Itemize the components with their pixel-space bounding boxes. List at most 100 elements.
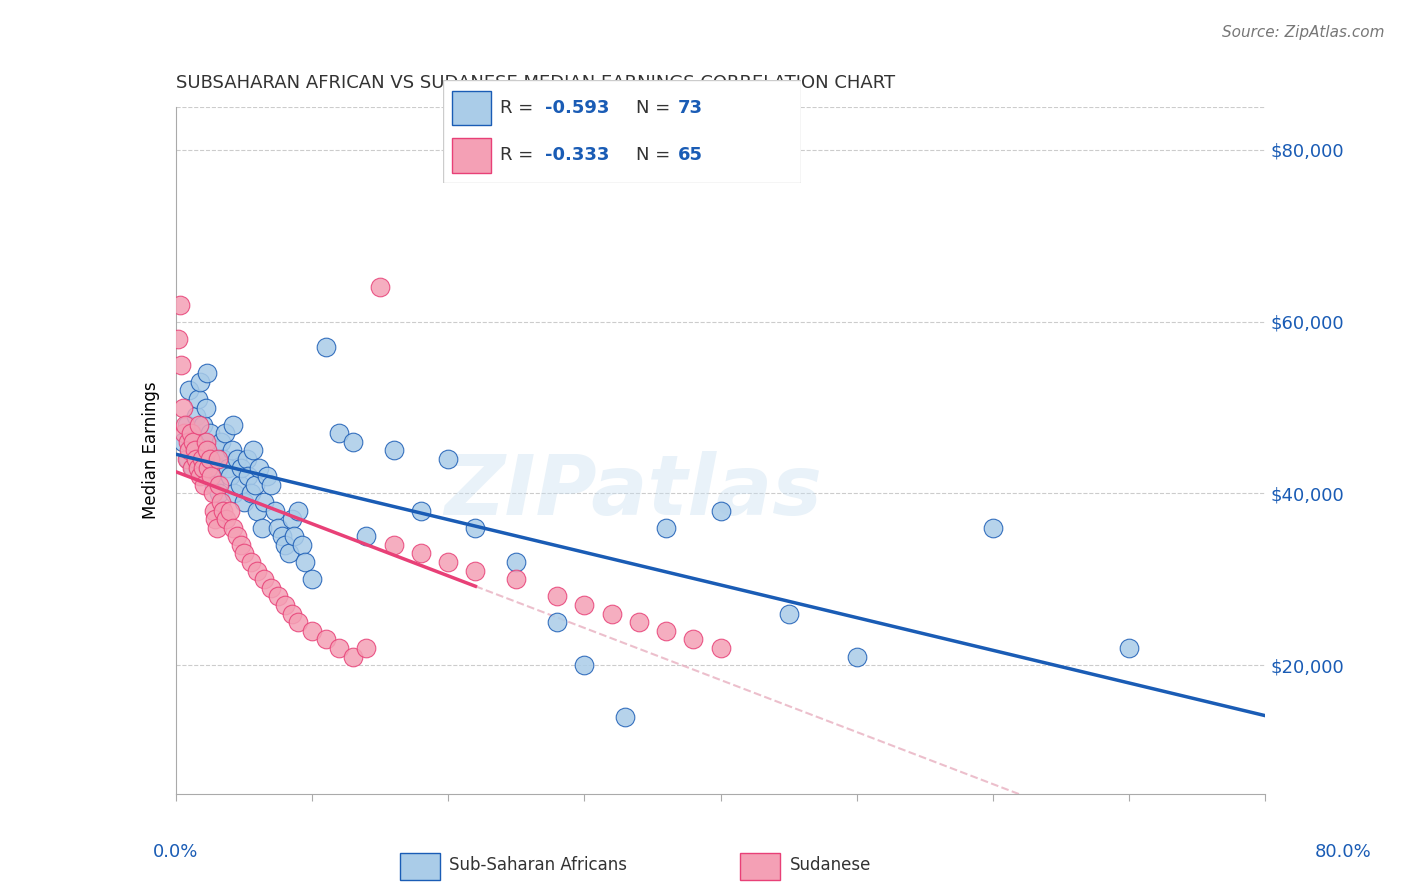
Text: ZIPatlas: ZIPatlas — [444, 451, 823, 533]
Point — [382, 538, 405, 552]
Point — [194, 434, 217, 449]
Point — [250, 521, 273, 535]
Point — [204, 512, 226, 526]
Point — [224, 486, 246, 500]
Point — [260, 478, 283, 492]
Point — [232, 495, 254, 509]
Point — [574, 658, 596, 673]
Point — [179, 443, 201, 458]
Point — [205, 443, 228, 458]
Point — [301, 572, 323, 586]
Point — [280, 607, 302, 621]
Point — [239, 486, 262, 500]
Point — [201, 486, 224, 500]
Point — [172, 401, 194, 415]
Point — [172, 434, 194, 449]
Point — [194, 401, 217, 415]
Point — [221, 443, 243, 458]
Y-axis label: Median Earnings: Median Earnings — [142, 382, 160, 519]
Point — [202, 503, 225, 517]
Point — [186, 392, 209, 406]
Point — [247, 460, 270, 475]
Point — [655, 624, 678, 638]
Point — [437, 555, 460, 569]
Point — [198, 452, 221, 467]
Point — [287, 615, 309, 630]
Point — [267, 521, 290, 535]
Point — [505, 555, 527, 569]
Point — [214, 426, 236, 441]
Point — [173, 426, 195, 441]
Point — [179, 384, 201, 398]
Point — [253, 572, 276, 586]
Point — [169, 297, 191, 311]
Point — [176, 452, 198, 467]
Point — [205, 521, 228, 535]
Point — [409, 546, 432, 561]
Point — [280, 512, 302, 526]
Point — [356, 529, 378, 543]
Text: -0.333: -0.333 — [546, 146, 609, 164]
Point — [215, 512, 238, 526]
Point — [409, 503, 432, 517]
Point — [208, 486, 231, 500]
Point — [437, 452, 460, 467]
Text: 73: 73 — [678, 99, 703, 117]
Text: Source: ZipAtlas.com: Source: ZipAtlas.com — [1222, 25, 1385, 40]
Point — [217, 460, 239, 475]
Point — [253, 495, 276, 509]
Point — [190, 452, 212, 467]
Point — [200, 469, 222, 483]
Text: SUBSAHARAN AFRICAN VS SUDANESE MEDIAN EARNINGS CORRELATION CHART: SUBSAHARAN AFRICAN VS SUDANESE MEDIAN EA… — [176, 74, 894, 92]
Point — [710, 640, 733, 655]
Point — [505, 572, 527, 586]
Point — [710, 503, 733, 517]
Point — [197, 460, 219, 475]
Point — [177, 452, 200, 467]
Point — [277, 546, 299, 561]
Point — [226, 529, 249, 543]
Point — [328, 426, 350, 441]
Point — [264, 503, 287, 517]
Point — [342, 649, 364, 664]
Point — [356, 640, 378, 655]
Text: 80.0%: 80.0% — [1315, 843, 1371, 861]
Point — [198, 426, 221, 441]
Point — [246, 503, 269, 517]
Point — [188, 375, 211, 389]
Point — [180, 426, 202, 441]
Point — [187, 443, 209, 458]
Point — [187, 417, 209, 432]
Text: 65: 65 — [678, 146, 703, 164]
Point — [193, 478, 215, 492]
Point — [174, 417, 197, 432]
Point — [271, 529, 294, 543]
Point — [181, 460, 204, 475]
Point — [274, 538, 297, 552]
Point — [209, 495, 232, 509]
Point — [301, 624, 323, 638]
FancyBboxPatch shape — [451, 137, 491, 173]
Point — [981, 521, 1004, 535]
Point — [191, 460, 214, 475]
Point — [193, 434, 215, 449]
Point — [232, 546, 254, 561]
Point — [177, 434, 200, 449]
Point — [546, 615, 568, 630]
Point — [464, 521, 486, 535]
Point — [242, 443, 264, 458]
Text: 0.0%: 0.0% — [153, 843, 198, 861]
Text: R =: R = — [501, 146, 540, 164]
Point — [212, 452, 235, 467]
Point — [212, 503, 235, 517]
Point — [342, 434, 364, 449]
Point — [231, 538, 253, 552]
Point — [267, 590, 290, 604]
Point — [219, 469, 242, 483]
Text: Sub-Saharan Africans: Sub-Saharan Africans — [450, 856, 627, 874]
Point — [186, 452, 208, 467]
Point — [256, 469, 278, 483]
Text: -0.593: -0.593 — [546, 99, 609, 117]
Point — [209, 434, 232, 449]
Point — [208, 478, 231, 492]
